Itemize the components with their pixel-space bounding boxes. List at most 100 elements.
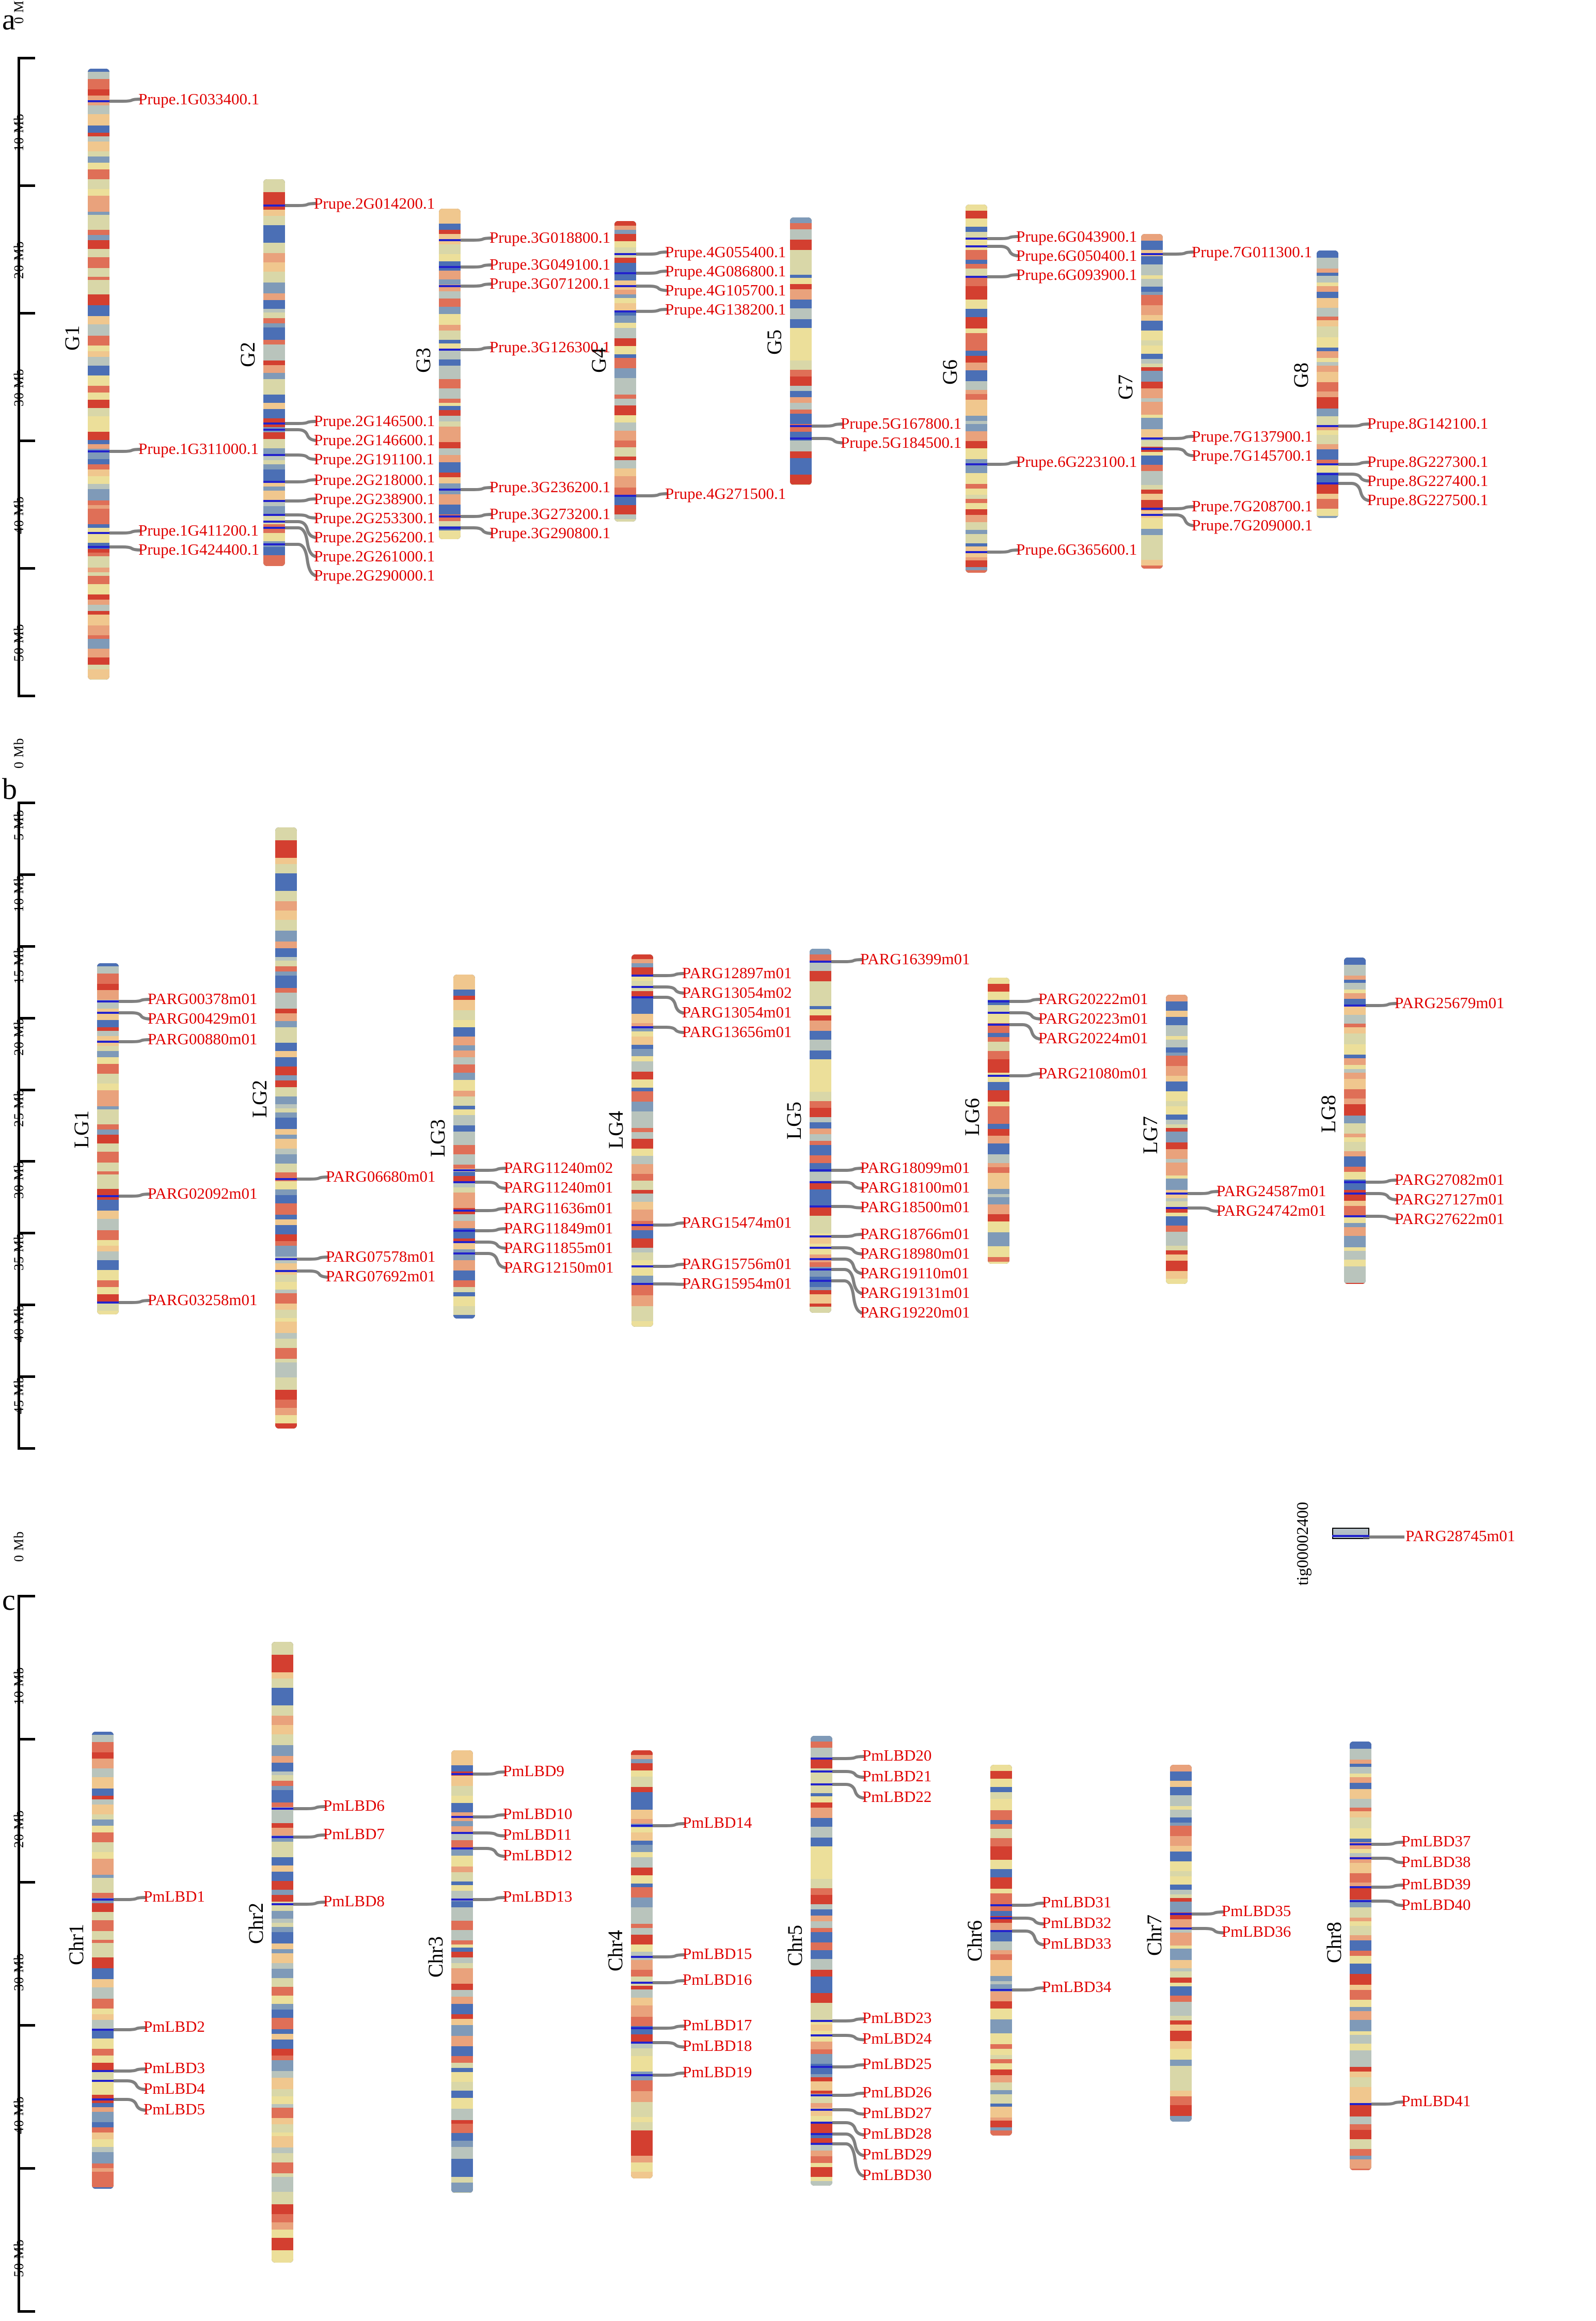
gene-marker[interactable] xyxy=(790,425,812,427)
gene-marker[interactable] xyxy=(810,1258,831,1261)
gene-marker[interactable] xyxy=(988,1075,1009,1077)
chromosome-chr6[interactable] xyxy=(990,1764,1012,2136)
gene-marker[interactable] xyxy=(990,1988,1012,1991)
gene-marker[interactable] xyxy=(1317,425,1338,427)
gene-marker[interactable] xyxy=(811,2132,832,2135)
gene-marker[interactable] xyxy=(811,2020,832,2022)
chromosome-g3[interactable] xyxy=(439,208,461,540)
gene-marker[interactable] xyxy=(88,450,109,452)
gene-marker[interactable] xyxy=(263,481,285,483)
gene-marker[interactable] xyxy=(97,1000,119,1003)
gene-marker[interactable] xyxy=(263,520,285,523)
gene-marker[interactable] xyxy=(1317,482,1338,484)
gene-marker[interactable] xyxy=(88,545,109,548)
gene-marker[interactable] xyxy=(614,272,636,275)
gene-marker[interactable] xyxy=(614,253,636,256)
gene-marker[interactable] xyxy=(275,1269,297,1272)
gene-marker[interactable] xyxy=(1350,1886,1371,1888)
gene-marker[interactable] xyxy=(439,515,461,517)
gene-marker[interactable] xyxy=(439,348,461,351)
gene-marker[interactable] xyxy=(1350,2103,1371,2105)
chromosome-chr2[interactable] xyxy=(272,1641,293,2263)
gene-marker[interactable] xyxy=(1141,448,1163,450)
gene-marker[interactable] xyxy=(1166,1206,1188,1209)
gene-marker[interactable] xyxy=(631,2041,653,2044)
chromosome-lg2[interactable] xyxy=(275,827,297,1429)
chromosome-lg7[interactable] xyxy=(1166,995,1188,1284)
gene-marker[interactable] xyxy=(88,100,109,103)
gene-marker[interactable] xyxy=(263,205,285,207)
gene-marker[interactable] xyxy=(631,1026,653,1029)
gene-marker[interactable] xyxy=(990,1904,1012,1907)
gene-marker[interactable] xyxy=(92,2028,114,2031)
gene-marker[interactable] xyxy=(810,960,831,963)
gene-marker[interactable] xyxy=(88,531,109,534)
gene-marker[interactable] xyxy=(453,1229,475,1232)
chromosome-lg8[interactable] xyxy=(1344,957,1366,1284)
gene-marker[interactable] xyxy=(453,1169,475,1172)
gene-marker[interactable] xyxy=(1344,1005,1366,1007)
gene-marker[interactable] xyxy=(810,1235,831,1237)
gene-marker[interactable] xyxy=(966,463,987,465)
chromosome-chr7[interactable] xyxy=(1170,1764,1192,2122)
gene-marker[interactable] xyxy=(988,1000,1009,1003)
gene-marker[interactable] xyxy=(631,1224,653,1226)
chromosome-lg1[interactable] xyxy=(97,963,119,1314)
gene-marker[interactable] xyxy=(453,1210,475,1212)
gene-marker[interactable] xyxy=(263,526,285,529)
gene-marker[interactable] xyxy=(966,238,987,240)
chromosome-g5[interactable] xyxy=(790,217,812,485)
gene-marker[interactable] xyxy=(453,1241,475,1244)
chromosome-g1[interactable] xyxy=(88,68,109,680)
gene-marker[interactable] xyxy=(263,500,285,503)
gene-marker[interactable] xyxy=(614,285,636,287)
chromosome-chr8[interactable] xyxy=(1350,1742,1371,2170)
chromosome-g4[interactable] xyxy=(614,221,636,522)
gene-marker[interactable] xyxy=(631,1265,653,1268)
gene-marker[interactable] xyxy=(92,2098,114,2101)
chromosome-lg3[interactable] xyxy=(453,975,475,1319)
gene-marker[interactable] xyxy=(263,429,285,431)
chromosome-g2[interactable] xyxy=(263,179,285,567)
chromosome-lg4[interactable] xyxy=(631,954,653,1327)
gene-marker[interactable] xyxy=(451,1816,473,1818)
gene-marker[interactable] xyxy=(1344,1181,1366,1183)
gene-marker[interactable] xyxy=(1350,1857,1371,1860)
gene-marker[interactable] xyxy=(263,543,285,545)
gene-marker[interactable] xyxy=(1170,1927,1192,1930)
gene-marker[interactable] xyxy=(97,1301,119,1304)
gene-marker[interactable] xyxy=(263,514,285,516)
gene-marker[interactable] xyxy=(631,1824,653,1827)
gene-marker[interactable] xyxy=(451,1773,473,1776)
chromosome-g7[interactable] xyxy=(1141,234,1163,569)
gene-marker[interactable] xyxy=(453,1181,475,1183)
gene-marker[interactable] xyxy=(790,437,812,440)
gene-marker[interactable] xyxy=(811,1783,832,1785)
gene-marker[interactable] xyxy=(811,2034,832,2037)
gene-marker[interactable] xyxy=(1141,507,1163,510)
gene-marker[interactable] xyxy=(990,1930,1012,1933)
gene-marker[interactable] xyxy=(272,1807,293,1810)
gene-marker[interactable] xyxy=(453,1252,475,1255)
chromosome-g8[interactable] xyxy=(1317,250,1338,518)
gene-marker[interactable] xyxy=(614,310,636,312)
gene-marker[interactable] xyxy=(811,1757,832,1760)
gene-marker[interactable] xyxy=(631,1981,653,1984)
gene-marker[interactable] xyxy=(811,2143,832,2145)
chromosome-chr1[interactable] xyxy=(92,1732,114,2189)
gene-marker[interactable] xyxy=(810,1205,831,1207)
gene-marker[interactable] xyxy=(1141,514,1163,516)
gene-marker[interactable] xyxy=(1317,463,1338,465)
gene-marker[interactable] xyxy=(1344,1192,1366,1195)
chromosome-g6[interactable] xyxy=(966,205,987,573)
gene-marker[interactable] xyxy=(810,1247,831,1249)
gene-marker[interactable] xyxy=(631,1282,653,1285)
gene-marker[interactable] xyxy=(92,2080,114,2082)
chromosome-lg6[interactable] xyxy=(988,977,1009,1264)
gene-marker[interactable] xyxy=(97,1195,119,1198)
gene-marker[interactable] xyxy=(1350,1843,1371,1845)
chromosome-chr3[interactable] xyxy=(451,1750,473,2193)
gene-marker[interactable] xyxy=(439,488,461,491)
gene-marker[interactable] xyxy=(988,1023,1009,1026)
gene-marker[interactable] xyxy=(263,454,285,457)
